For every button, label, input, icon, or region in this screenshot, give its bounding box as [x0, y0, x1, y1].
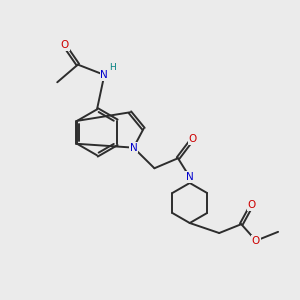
Text: O: O [61, 40, 69, 50]
Text: H: H [109, 63, 116, 72]
Text: O: O [248, 200, 256, 210]
Text: N: N [186, 172, 194, 182]
Text: O: O [189, 134, 197, 144]
Text: O: O [252, 236, 260, 246]
Text: N: N [130, 142, 137, 153]
Text: N: N [100, 70, 108, 80]
